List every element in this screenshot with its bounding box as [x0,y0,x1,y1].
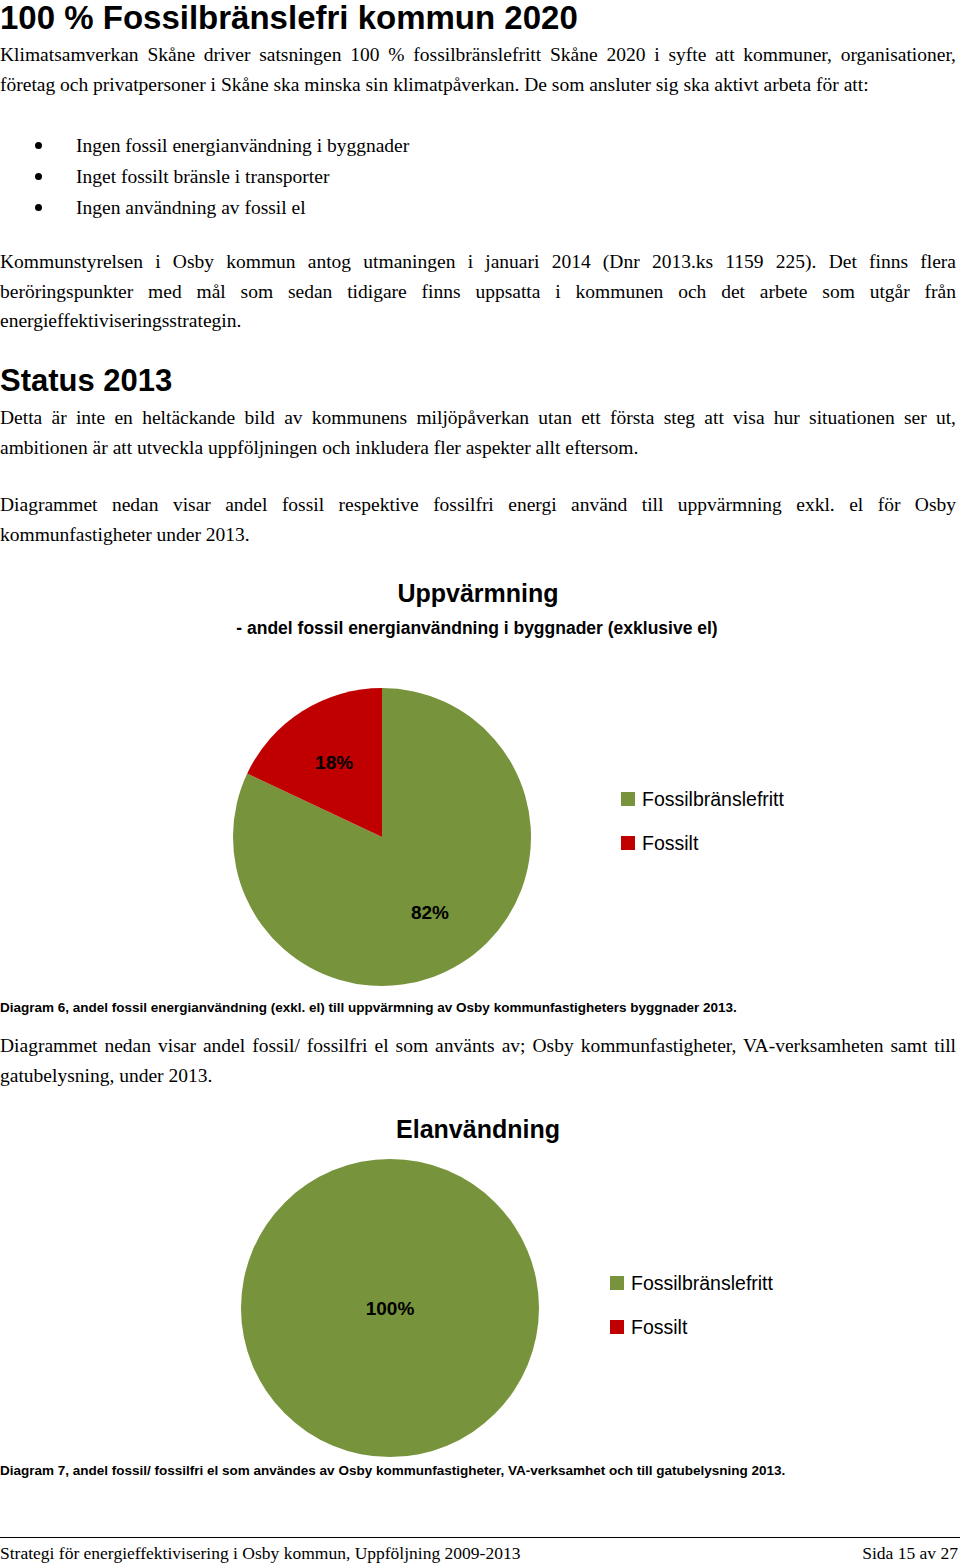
chart-title: Elanvändning [396,1115,560,1143]
footer-rule [0,1537,960,1538]
legend-swatch [621,836,635,850]
legend-swatch [621,792,635,806]
page: 100 % Fossilbränslefri kommun 2020Klimat… [0,0,960,1568]
section-heading: Status 2013 [0,361,172,401]
chart-caption: Diagram 6, andel fossil energianvändning… [0,999,737,1017]
legend: Fossilbränslefritt Fossilt [610,1272,774,1338]
chart: Elanvändning100%FossilbränslefrittFossil… [241,1115,774,1457]
pie-slice [247,688,382,837]
chart-caption: Diagram 7, andel fossil/ fossilfri el so… [0,1462,785,1480]
charts-layer: Uppvärmning - andel fossil energianvändni… [0,0,960,1568]
page-heading: 100 % Fossilbränslefri kommun 2020 [0,0,578,38]
chart-subtitle: - andel fossil energianvändning i byggna… [236,618,717,638]
data-label: 18% [315,752,353,773]
legend-label: Fossilt [631,1316,688,1338]
footer-left: Strategi för energieffektivisering i Osb… [0,1541,520,1565]
data-label: 82% [411,902,449,923]
chart: Uppvärmning - andel fossil energianvändni… [233,579,785,986]
decision-paragraph: Kommunstyrelsen i Osby kommun antog utma… [0,247,956,336]
chart-description: Diagrammet nedan visar andel fossil resp… [0,490,956,549]
data-labels: 100% [366,1298,415,1319]
pie-slice [233,688,531,986]
bullet-item: Inget fossilt bränsle i transporter [76,161,329,192]
legend-swatch [610,1320,624,1334]
legend-label: Fossilt [642,832,699,854]
chart-title: Uppvärmning [397,579,558,607]
status-paragraph: Detta är inte en heltäckande bild av kom… [0,403,956,462]
pie-slices [233,688,531,986]
bullet-dot [35,173,42,180]
legend: Fossilbränslefritt Fossilt [621,788,785,854]
bullet-dot [35,204,42,211]
bullet-item: Ingen användning av fossil el [76,192,306,223]
data-labels: 82% 18% [315,752,449,924]
legend-label: Fossilbränslefritt [642,788,785,810]
bullet-dot [35,142,42,149]
chart-description: Diagrammet nedan visar andel fossil/ fos… [0,1031,956,1090]
bullet-item: Ingen fossil energianvändning i byggnade… [76,130,409,161]
data-label: 100% [366,1298,415,1319]
pie-slice [241,1159,539,1457]
intro-paragraph: Klimatsamverkan Skåne driver satsningen … [0,40,956,100]
footer-right: Sida 15 av 27 [862,1541,958,1565]
pie-slices [241,1159,539,1457]
legend-label: Fossilbränslefritt [631,1272,774,1294]
legend-swatch [610,1276,624,1290]
